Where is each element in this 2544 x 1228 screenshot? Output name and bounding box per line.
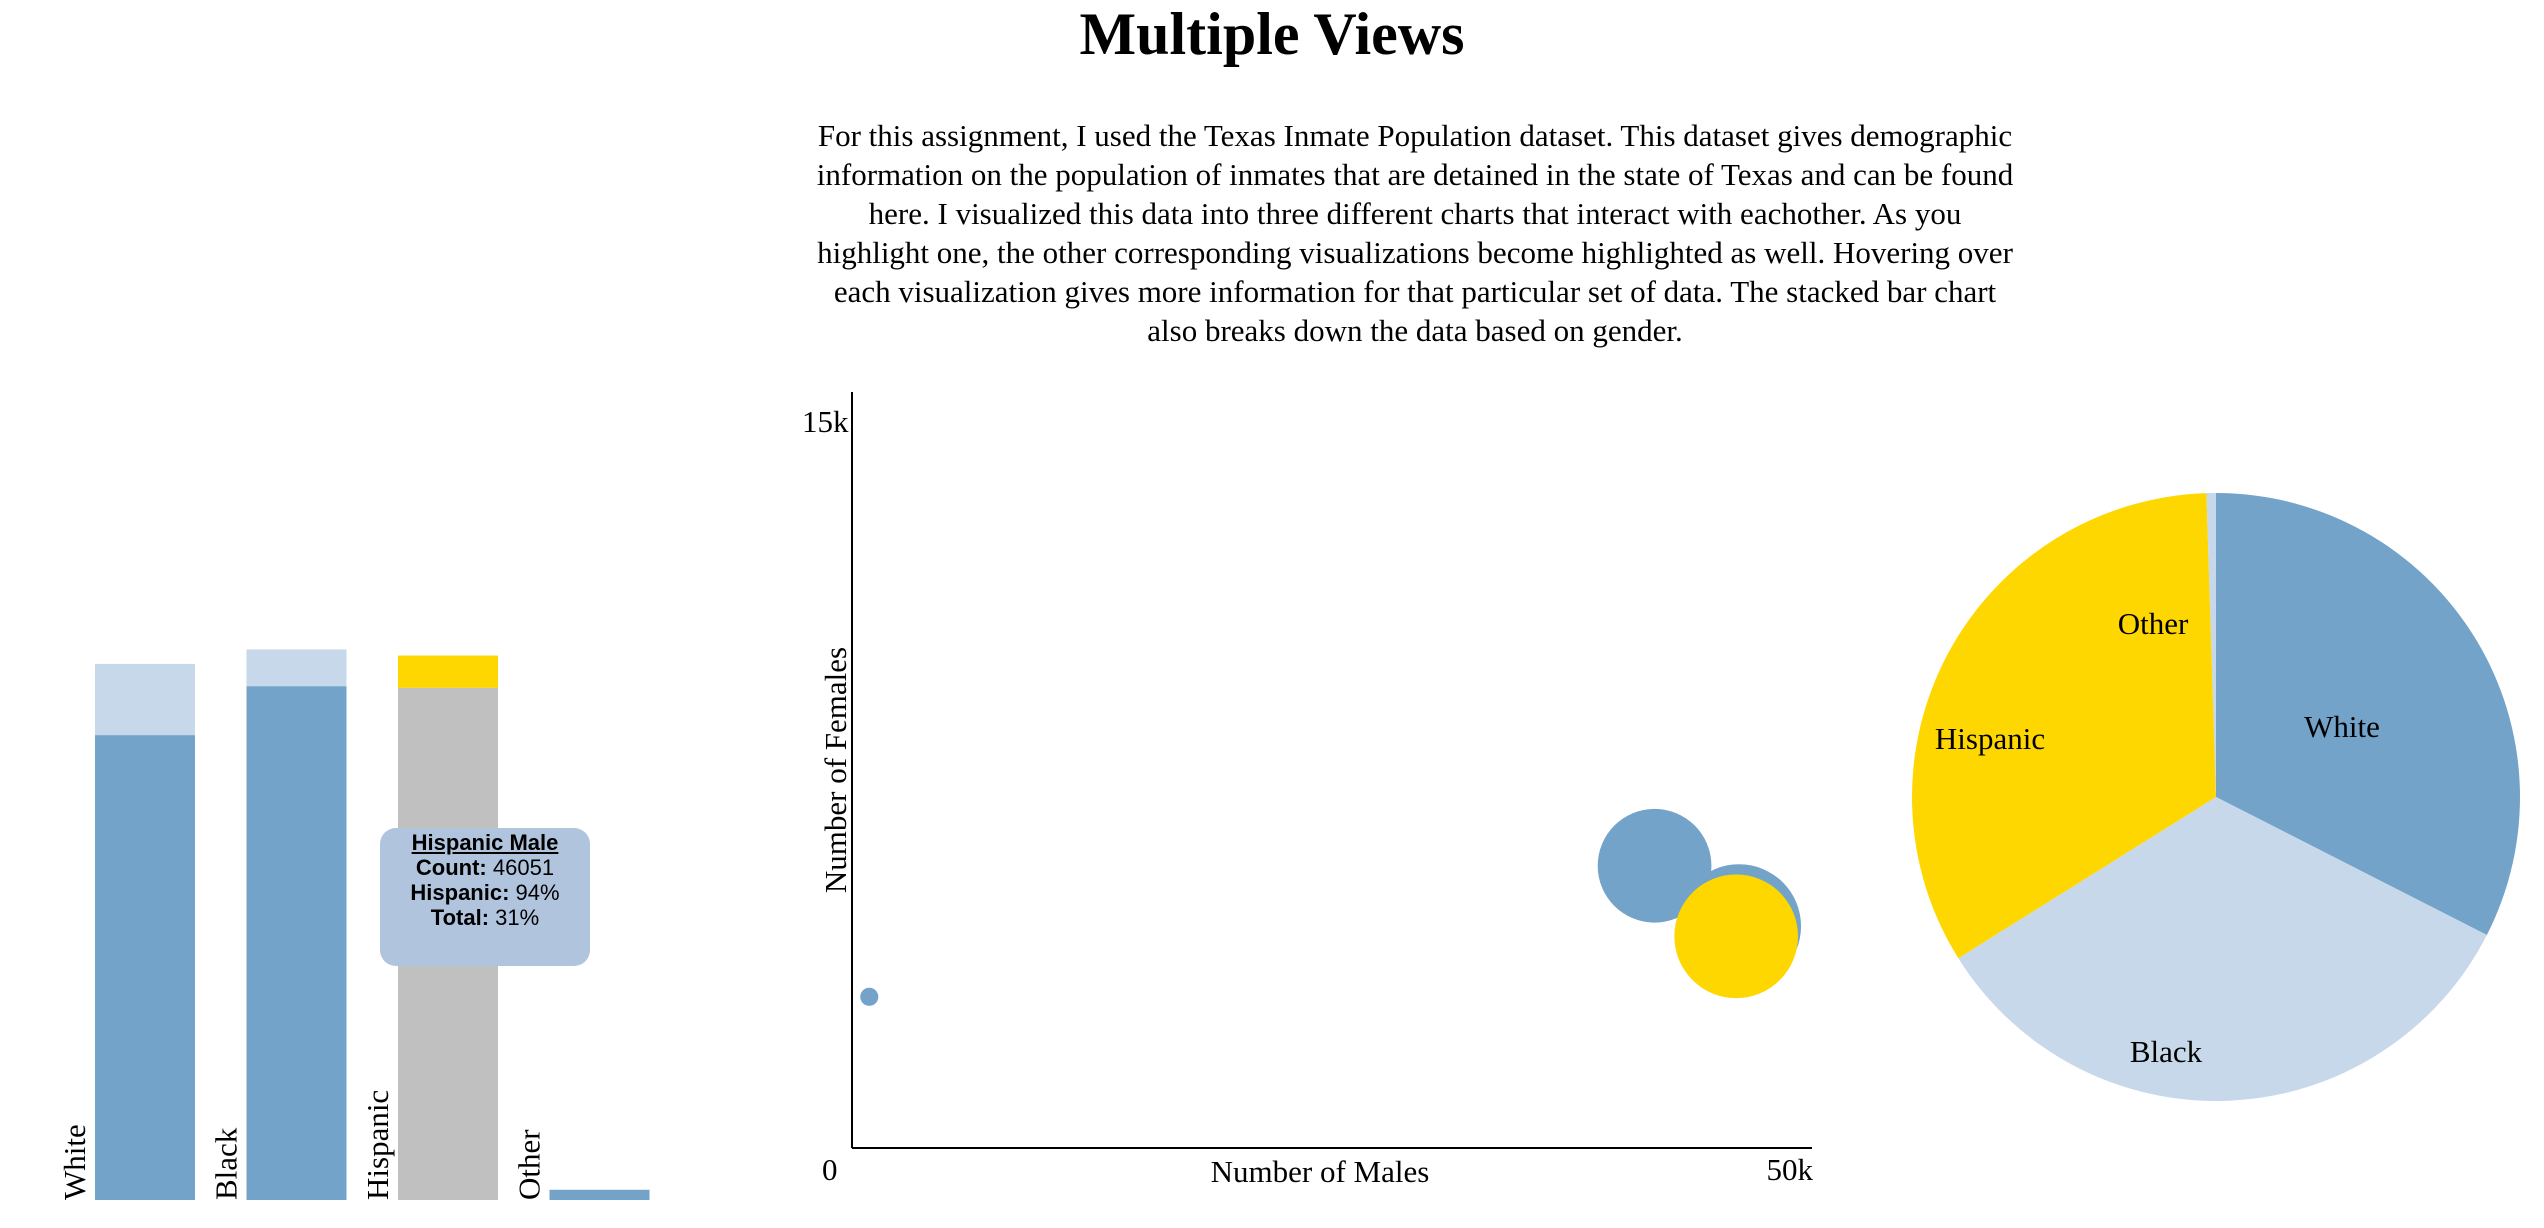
page-title: Multiple Views bbox=[1079, 1, 1465, 67]
pie-label-hispanic: Hispanic bbox=[1935, 721, 2045, 756]
pie-label-white: White bbox=[2304, 709, 2380, 744]
scatter-chart: 15k 0 50k Number of Males Number of Females bbox=[802, 392, 1814, 1189]
bar-white-female[interactable] bbox=[95, 663, 195, 736]
x-tick-label-min: 0 bbox=[822, 1152, 838, 1187]
bar-label-other: Other bbox=[512, 1129, 547, 1200]
bar-black-female[interactable] bbox=[246, 649, 347, 687]
bar-label-white: White bbox=[57, 1124, 92, 1200]
pie-slice-hispanic[interactable] bbox=[1912, 493, 2216, 959]
tooltip-total-label: Total: bbox=[430, 905, 490, 930]
intro-paragraph: For this assignment, I used the Texas In… bbox=[816, 118, 2014, 348]
bar-label-hispanic: Hispanic bbox=[360, 1090, 395, 1200]
scatter-point-hispanic[interactable] bbox=[1674, 874, 1799, 999]
bar-label-black: Black bbox=[209, 1127, 244, 1200]
stacked-bar-chart: White Black Hispanic Other bbox=[57, 649, 650, 1200]
bar-black-male[interactable] bbox=[246, 686, 347, 1200]
tooltip-group-label: Hispanic: bbox=[410, 880, 510, 905]
tooltip-count-label: Count: bbox=[415, 855, 487, 880]
bar-white-male[interactable] bbox=[95, 735, 195, 1200]
y-axis-label: Number of Females bbox=[818, 647, 853, 893]
bar-other-male[interactable] bbox=[549, 1189, 650, 1200]
tooltip-total-value: 31% bbox=[495, 905, 540, 930]
y-tick-label-max: 15k bbox=[802, 404, 849, 439]
scatter-point-white[interactable] bbox=[1597, 808, 1712, 923]
tooltip: Hispanic Male Count: 46051 Hispanic: 94%… bbox=[380, 828, 590, 966]
tooltip-group-value: 94% bbox=[515, 880, 560, 905]
pie-slice-white[interactable] bbox=[2216, 493, 2520, 936]
x-tick-label-max: 50k bbox=[1767, 1152, 1814, 1187]
pie-slice-other[interactable] bbox=[2206, 493, 2216, 797]
pie-label-black: Black bbox=[2130, 1034, 2203, 1069]
pie-slice-black[interactable] bbox=[1958, 797, 2487, 1101]
tooltip-count-value: 46051 bbox=[492, 855, 555, 880]
tooltip-total: Total: 31% bbox=[380, 905, 590, 930]
tooltip-count: Count: 46051 bbox=[380, 855, 590, 880]
tooltip-group: Hispanic: 94% bbox=[380, 880, 590, 905]
bar-other-female[interactable] bbox=[549, 1189, 650, 1190]
scatter-point-other[interactable] bbox=[860, 987, 879, 1006]
pie-label-other: Other bbox=[2118, 606, 2189, 641]
x-axis-label: Number of Males bbox=[1211, 1154, 1430, 1189]
tooltip-title: Hispanic Male bbox=[411, 830, 559, 855]
bar-hispanic-female[interactable] bbox=[398, 655, 498, 688]
